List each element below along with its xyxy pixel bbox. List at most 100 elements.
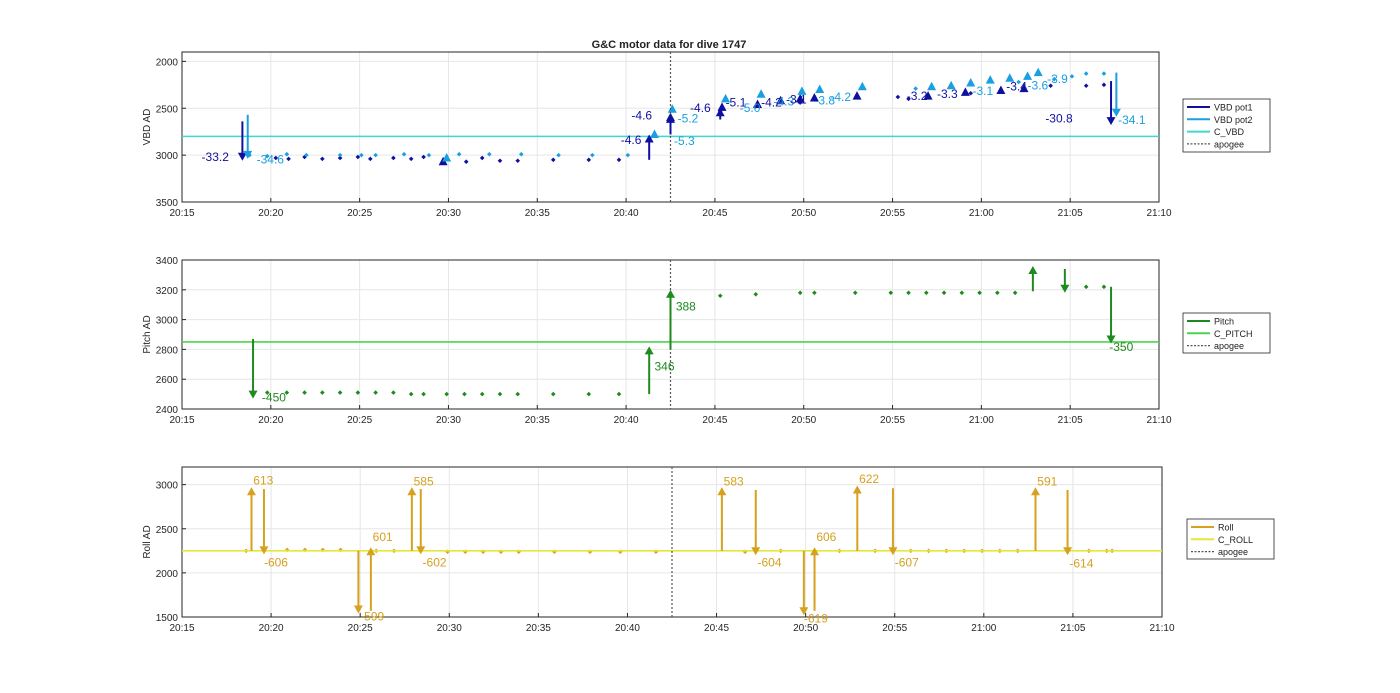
data-point <box>1101 71 1107 76</box>
data-point <box>320 156 325 162</box>
data-point <box>373 152 378 158</box>
data-point <box>338 547 343 553</box>
arrow-head <box>407 487 417 496</box>
triangle-marker <box>717 102 727 111</box>
triangle-marker <box>721 93 731 103</box>
x-tick-label: 20:25 <box>348 623 373 634</box>
data-label: 583 <box>724 475 744 489</box>
data-label: -5.1 <box>726 95 747 109</box>
arrow-head <box>1030 487 1040 496</box>
x-tick-label: 20:50 <box>793 623 818 634</box>
data-label: -3.1 <box>972 84 993 98</box>
plot-content <box>182 467 1162 617</box>
arrow-head <box>416 546 426 555</box>
data-point <box>797 100 803 105</box>
data-point <box>895 94 901 100</box>
triangle-marker <box>795 93 805 103</box>
data-point <box>497 158 503 164</box>
x-tick-label: 21:10 <box>1146 415 1171 426</box>
triangle-marker <box>815 84 825 93</box>
arrow-head <box>237 152 247 161</box>
pitch-panel: 20:15 20:20 20:25 20:30 20:35 20:40 20:45 20:50… <box>142 256 1271 426</box>
data-point <box>284 547 290 553</box>
triangle-marker <box>1005 73 1015 82</box>
x-tick-label: 20:30 <box>436 208 461 219</box>
legend-label: Pitch <box>1214 317 1234 327</box>
triangle-marker <box>1023 71 1033 80</box>
y-tick-label: 3000 <box>156 481 179 492</box>
data-point <box>497 391 503 397</box>
x-tick-label: 20:20 <box>259 623 284 634</box>
x-tick-label: 20:35 <box>525 208 550 219</box>
legend-label: C_ROLL <box>1218 535 1253 545</box>
arrow-head <box>666 289 675 298</box>
y-tick-label: 2600 <box>156 375 179 386</box>
x-tick-label: 21:10 <box>1149 623 1174 634</box>
arrow-head <box>1106 117 1116 126</box>
data-point <box>391 390 396 395</box>
data-point <box>1101 284 1107 290</box>
data-point <box>550 391 556 397</box>
data-point <box>797 290 803 296</box>
data-label: -3.1 <box>786 93 807 107</box>
x-tick-label: 20:50 <box>791 208 816 219</box>
x-tick-label: 20:25 <box>347 415 372 426</box>
triangle-marker <box>852 91 862 100</box>
data-label: 622 <box>859 472 879 486</box>
data-point <box>1016 79 1021 85</box>
data-point <box>1012 290 1018 296</box>
data-point <box>625 152 631 158</box>
x-tick-label: 20:55 <box>882 623 907 634</box>
y-tick-label: 3400 <box>156 256 179 267</box>
x-tick-label: 21:05 <box>1058 208 1083 219</box>
arrow-head <box>644 346 654 355</box>
y-tick-label: 2500 <box>156 104 179 115</box>
triangle-marker <box>776 95 786 105</box>
data-point <box>421 391 426 397</box>
x-tick-label: 20:20 <box>258 208 283 219</box>
y-axis-label: Pitch AD <box>142 315 153 353</box>
legend-label: apogee <box>1214 139 1244 149</box>
data-point <box>456 151 462 157</box>
data-label: -30.8 <box>1045 111 1073 125</box>
y-tick-label: 3500 <box>156 198 179 209</box>
data-point <box>1083 284 1089 290</box>
data-point <box>421 154 426 160</box>
data-label: -602 <box>423 556 447 570</box>
arrow-head <box>1111 108 1121 117</box>
x-tick-label: 20:35 <box>526 623 551 634</box>
data-point <box>586 391 592 397</box>
data-label: -33.2 <box>202 150 230 164</box>
x-tick-label: 20:40 <box>614 415 639 426</box>
arrow-head <box>1028 265 1038 274</box>
data-label: -604 <box>758 556 782 570</box>
data-label: 346 <box>655 359 675 373</box>
data-point <box>463 159 469 164</box>
data-label: -3.6 <box>1028 79 1049 93</box>
y-axis-label: Roll AD <box>142 525 153 558</box>
data-point <box>337 152 343 158</box>
arrow-head <box>751 547 761 556</box>
x-tick-label: 20:55 <box>880 415 905 426</box>
x-tick-label: 20:55 <box>880 208 905 219</box>
data-point <box>1069 74 1075 79</box>
y-tick-label: 2000 <box>156 57 179 68</box>
data-point <box>479 155 485 161</box>
x-tick-label: 20:40 <box>615 623 640 634</box>
y-tick-label: 3200 <box>156 286 179 297</box>
data-label: -5.0 <box>740 101 761 115</box>
data-label: -4.6 <box>621 133 642 147</box>
arrow-head <box>248 390 258 399</box>
triangle-marker <box>927 81 937 91</box>
arrow-head <box>799 607 809 616</box>
y-tick-label: 2800 <box>156 345 179 356</box>
data-point <box>444 391 449 397</box>
plot-content <box>182 260 1159 409</box>
data-label: -34.6 <box>257 153 285 167</box>
arrow-head <box>852 485 862 494</box>
triangle-marker <box>753 99 763 108</box>
arrow-head <box>644 134 654 143</box>
data-label: -3.2 <box>907 89 928 103</box>
arrow-head <box>888 547 898 556</box>
